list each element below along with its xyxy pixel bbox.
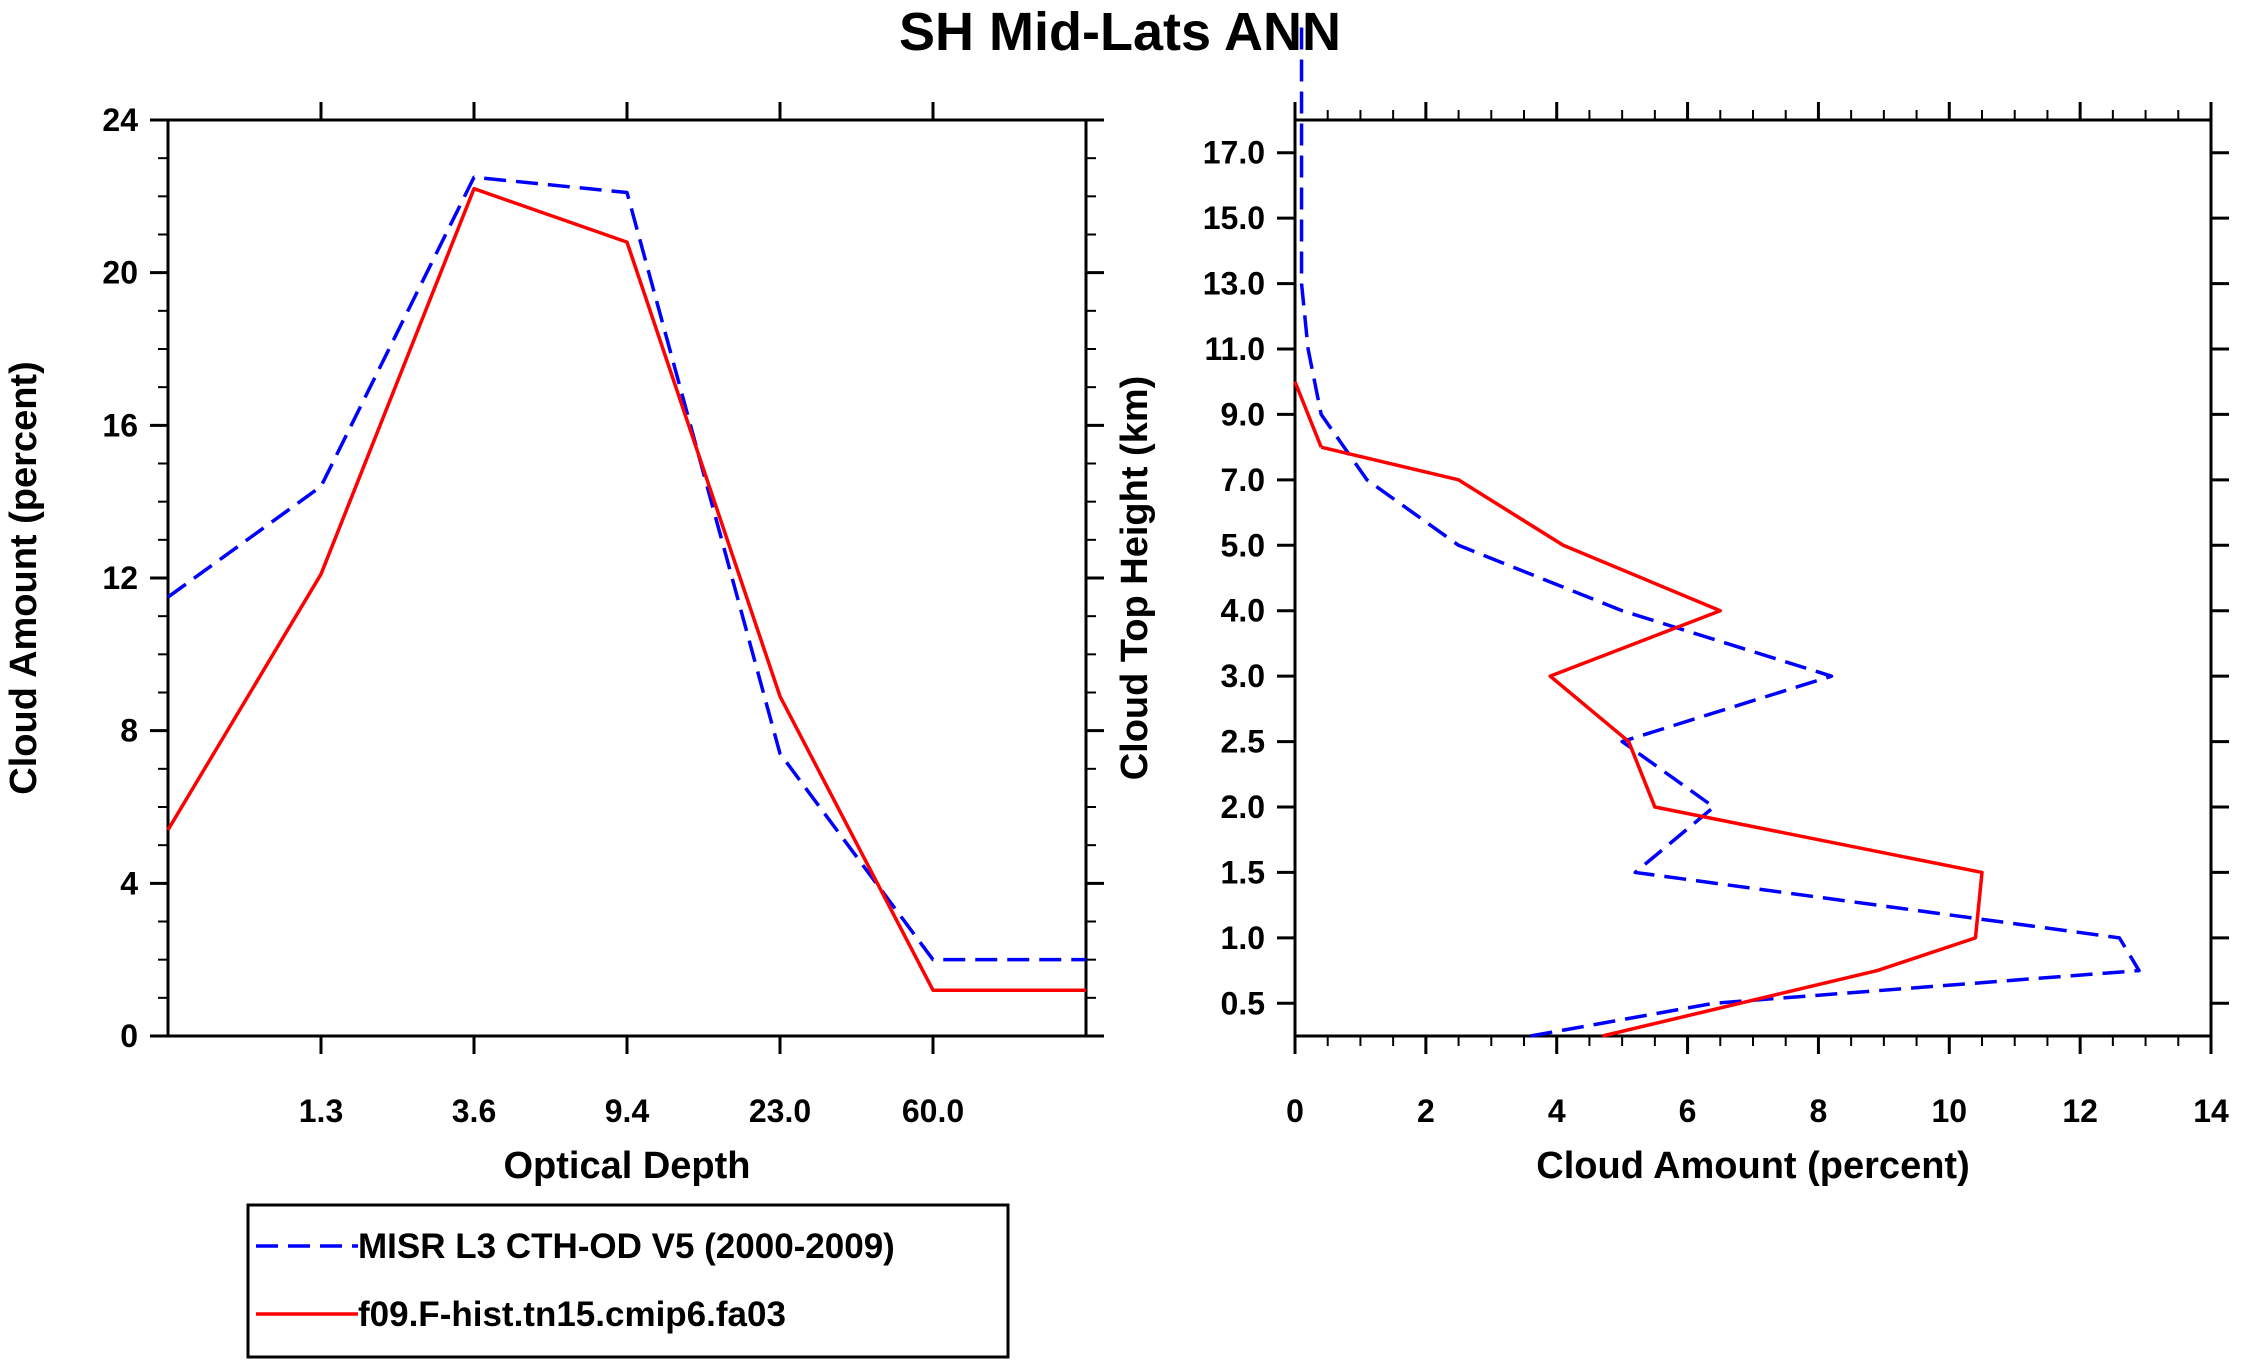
left-y-tick-label: 4 [120,865,138,901]
right-x-tick-label: 0 [1286,1093,1304,1129]
left-y-tick-label: 0 [120,1018,138,1054]
right-y-axis-title: Cloud Top Height (km) [1114,376,1156,781]
right-y-tick-label: 2.5 [1221,724,1265,760]
right-x-tick-label: 14 [2193,1093,2229,1129]
left-y-tick-label: 8 [120,713,138,749]
right-series-group [1293,21,2141,1038]
left-y-tick-label: 20 [102,255,138,291]
right-y-tick-label: 11.0 [1204,331,1265,367]
right-x-tick-label: 2 [1417,1093,1435,1129]
left-x-tick-label: 1.3 [299,1093,343,1129]
left-tick-labels: 0 4 8 12 16 20 24 1.3 3.6 9.4 23.0 60.0 [102,102,964,1129]
right-y-tick-label: 15.0 [1203,200,1265,236]
left-y-tick-label: 24 [102,102,138,138]
right-y-tick-label: 7.0 [1221,462,1265,498]
right-y-tick-label: 1.0 [1221,920,1265,956]
right-panel: 0 2 4 6 8 10 12 14 0.5 1.0 1.5 2.0 2.5 3.0 4.0 5.0 7.0 9.… [1114,21,2229,1187]
right-y-tick-label: 0.5 [1221,985,1265,1021]
right-y-tick-label: 5.0 [1221,527,1265,563]
right-series-line-2 [1293,381,1323,448]
legend-label-misr: MISR L3 CTH-OD V5 (2000-2009) [358,1227,895,1266]
right-y-tick-label: 2.0 [1221,789,1265,825]
legend-label-model: f09.F-hist.tn15.cmip6.fa03 [358,1295,786,1334]
left-tick-marks [150,102,1104,1054]
left-panel: 0 4 8 12 16 20 24 1.3 3.6 9.4 23.0 60.0 Optical Dep… [3,102,1104,1187]
right-plot-frame [1293,118,2213,1038]
right-x-axis-title: Cloud Amount (percent) [1536,1145,1969,1187]
right-x-tick-label: 6 [1679,1093,1697,1129]
right-y-tick-label: 17.0 [1203,135,1265,171]
left-x-tick-label: 23.0 [749,1093,811,1129]
right-y-tick-label: 4.0 [1221,593,1265,629]
left-x-tick-label: 3.6 [452,1093,496,1129]
legend-box [246,1203,1010,1359]
left-y-tick-label: 12 [102,560,138,596]
right-x-tick-label: 10 [1931,1093,1967,1129]
left-x-axis-title: Optical Depth [503,1145,750,1187]
right-y-tick-label: 1.5 [1221,854,1265,890]
legend: MISR L3 CTH-OD V5 (2000-2009) f09.F-hist… [246,1203,1010,1359]
left-x-tick-label: 9.4 [605,1093,650,1129]
right-tick-marks [1277,102,2229,1054]
right-y-tick-label: 9.0 [1221,396,1265,432]
right-tick-labels: 0 2 4 6 8 10 12 14 0.5 1.0 1.5 2.0 2.5 3.0 4.0 5.0 7.0 9.… [1203,135,2229,1129]
right-x-tick-label: 8 [1810,1093,1828,1129]
right-series-line-0 [1299,21,2141,1038]
left-plot-frame [166,118,1088,1038]
right-x-tick-label: 12 [2062,1093,2098,1129]
chart-title: SH Mid-Lats ANN [899,2,1341,62]
right-x-tick-label: 4 [1548,1093,1566,1129]
left-y-axis-title: Cloud Amount (percent) [3,361,45,794]
right-y-tick-label: 13.0 [1203,266,1265,302]
right-y-tick-label: 3.0 [1221,658,1265,694]
right-series-line-1 [1320,445,1984,1038]
left-series-group [166,175,1086,992]
left-series-line-0 [166,175,1086,962]
left-series-line-1 [166,186,1086,992]
left-y-tick-label: 16 [102,407,138,443]
left-x-tick-label: 60.0 [902,1093,964,1129]
